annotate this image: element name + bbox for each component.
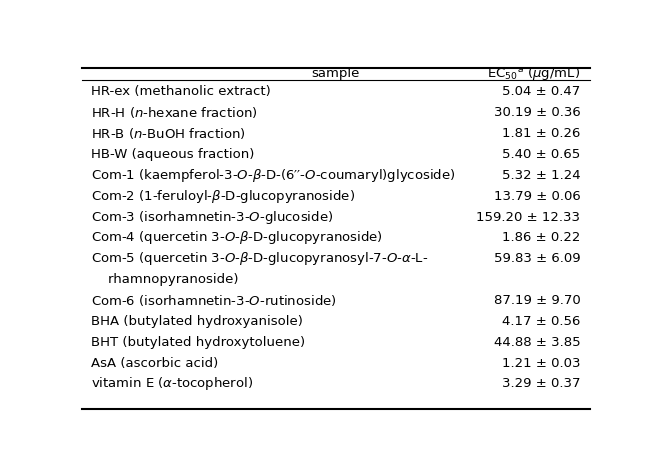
Text: 5.40 ± 0.65: 5.40 ± 0.65 [502,148,580,161]
Text: 59.83 ± 6.09: 59.83 ± 6.09 [494,252,580,265]
Text: 1.86 ± 0.22: 1.86 ± 0.22 [502,232,580,245]
Text: 87.19 ± 9.70: 87.19 ± 9.70 [494,294,580,307]
Text: EC$_{50}$$^{a}$ ($\mu$g/mL): EC$_{50}$$^{a}$ ($\mu$g/mL) [487,65,580,82]
Text: HR-B ($n$-BuOH fraction): HR-B ($n$-BuOH fraction) [91,126,246,141]
Text: HR-H ($n$-hexane fraction): HR-H ($n$-hexane fraction) [91,106,257,120]
Text: rhamnopyranoside): rhamnopyranoside) [91,273,238,286]
Text: 159.20 ± 12.33: 159.20 ± 12.33 [476,211,580,224]
Text: 5.04 ± 0.47: 5.04 ± 0.47 [502,85,580,99]
Text: Com-5 (quercetin 3-$O$-$\beta$-D-glucopyranosyl-7-$O$-$\alpha$-L-: Com-5 (quercetin 3-$O$-$\beta$-D-glucopy… [91,250,428,267]
Text: HR-ex (methanolic extract): HR-ex (methanolic extract) [91,85,271,99]
Text: Com-6 (isorhamnetin-3-$O$-rutinoside): Com-6 (isorhamnetin-3-$O$-rutinoside) [91,293,337,308]
Text: 44.88 ± 3.85: 44.88 ± 3.85 [494,336,580,349]
Text: vitamin E ($\alpha$-tocopherol): vitamin E ($\alpha$-tocopherol) [91,375,253,392]
Text: 4.17 ± 0.56: 4.17 ± 0.56 [502,315,580,328]
Text: Com-4 (quercetin 3-$O$-$\beta$-D-glucopyranoside): Com-4 (quercetin 3-$O$-$\beta$-D-glucopy… [91,229,383,247]
Text: sample: sample [312,67,360,80]
Text: BHT (butylated hydroxytoluene): BHT (butylated hydroxytoluene) [91,336,305,349]
Text: 30.19 ± 0.36: 30.19 ± 0.36 [494,106,580,120]
Text: Com-2 (1-feruloyl-$\beta$-D-glucopyranoside): Com-2 (1-feruloyl-$\beta$-D-glucopyranos… [91,188,355,205]
Text: BHA (butylated hydroxyanisole): BHA (butylated hydroxyanisole) [91,315,303,328]
Text: AsA (ascorbic acid): AsA (ascorbic acid) [91,357,218,369]
Text: 5.32 ± 1.24: 5.32 ± 1.24 [502,169,580,182]
Text: 3.29 ± 0.37: 3.29 ± 0.37 [502,377,580,390]
Text: Com-1 (kaempferol-3-$O$-$\beta$-D-(6′′-$O$-coumaryl)glycoside): Com-1 (kaempferol-3-$O$-$\beta$-D-(6′′-$… [91,167,455,184]
Text: HB-W (aqueous fraction): HB-W (aqueous fraction) [91,148,254,161]
Text: 1.21 ± 0.03: 1.21 ± 0.03 [502,357,580,369]
Text: 13.79 ± 0.06: 13.79 ± 0.06 [494,190,580,203]
Text: Com-3 (isorhamnetin-3-$O$-glucoside): Com-3 (isorhamnetin-3-$O$-glucoside) [91,209,333,226]
Text: 1.81 ± 0.26: 1.81 ± 0.26 [502,127,580,140]
